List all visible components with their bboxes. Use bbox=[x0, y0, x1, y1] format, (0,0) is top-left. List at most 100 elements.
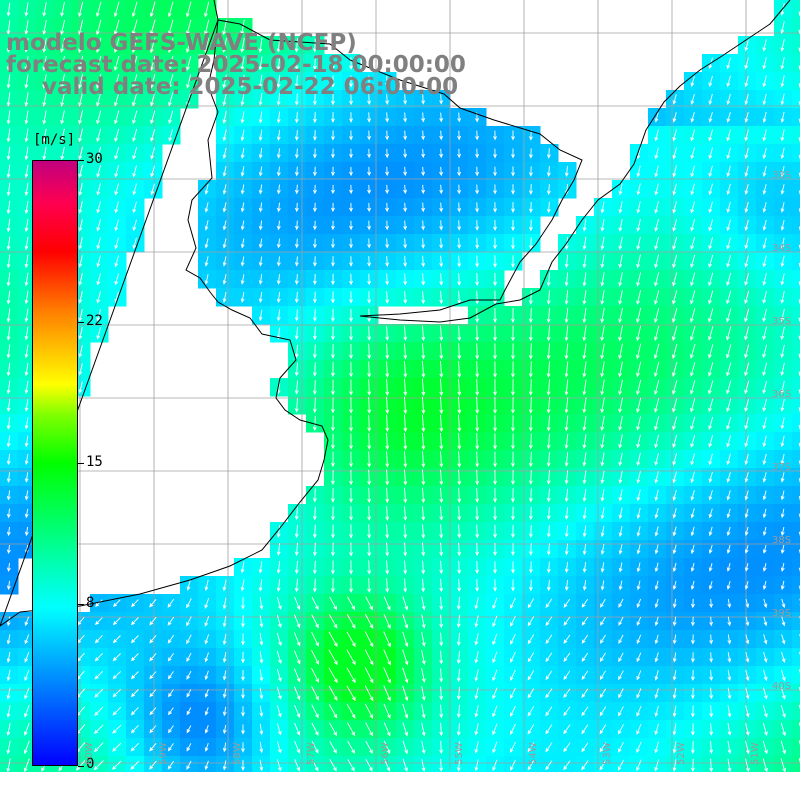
wind-arrow bbox=[6, 740, 11, 755]
wind-arrow bbox=[24, 56, 29, 71]
wind-arrow bbox=[780, 291, 785, 304]
wind-arrow bbox=[240, 147, 245, 160]
wind-arrow bbox=[564, 379, 569, 396]
wind-arrow bbox=[690, 453, 696, 466]
wind-arrow bbox=[42, 74, 47, 89]
wind-arrow bbox=[709, 598, 714, 609]
wind-arrow bbox=[222, 688, 227, 699]
wind-arrow bbox=[781, 598, 786, 609]
wind-arrow bbox=[564, 343, 569, 360]
wind-arrow bbox=[510, 325, 515, 342]
wind-arrow bbox=[511, 579, 515, 592]
colorbar-tick bbox=[78, 463, 84, 464]
wind-arrow bbox=[24, 110, 29, 125]
wind-arrow bbox=[618, 580, 623, 591]
wind-arrow bbox=[349, 166, 353, 177]
wind-arrow bbox=[546, 201, 551, 214]
wind-arrow bbox=[654, 165, 659, 178]
wind-arrow bbox=[546, 325, 551, 342]
wind-arrow bbox=[276, 238, 281, 249]
wind-arrow bbox=[403, 487, 408, 504]
wind-arrow bbox=[312, 397, 317, 414]
wind-arrow bbox=[6, 254, 11, 269]
wind-arrow bbox=[330, 309, 335, 322]
wind-arrow bbox=[726, 93, 731, 106]
wind-arrow bbox=[672, 147, 677, 160]
wind-arrow bbox=[618, 634, 624, 645]
wind-arrow bbox=[130, 653, 139, 662]
wind-arrow bbox=[582, 379, 587, 396]
wind-arrow bbox=[24, 399, 29, 412]
wind-arrow bbox=[745, 634, 750, 645]
wind-arrow bbox=[672, 687, 677, 700]
wind-arrow bbox=[582, 580, 587, 591]
wind-arrow bbox=[457, 578, 462, 593]
wind-arrow bbox=[690, 741, 695, 754]
wind-arrow bbox=[331, 202, 335, 213]
wind-arrow bbox=[421, 614, 426, 629]
wind-arrow bbox=[367, 148, 372, 159]
wind-arrow bbox=[600, 452, 605, 467]
wind-arrow bbox=[780, 508, 785, 519]
wind-arrow bbox=[636, 379, 642, 396]
wind-arrow bbox=[6, 56, 11, 71]
wind-arrow bbox=[599, 724, 607, 735]
wind-arrow bbox=[582, 507, 587, 520]
wind-arrow bbox=[654, 471, 659, 484]
wind-arrow bbox=[240, 579, 245, 592]
wind-arrow bbox=[311, 722, 319, 736]
wind-arrow bbox=[708, 362, 714, 377]
wind-arrow bbox=[744, 362, 750, 377]
wind-arrow bbox=[421, 361, 426, 378]
wind-arrow bbox=[349, 560, 354, 575]
wind-arrow bbox=[654, 272, 660, 287]
longitude-label: 57W bbox=[306, 742, 317, 765]
wind-arrow bbox=[6, 669, 11, 682]
wind-arrow bbox=[493, 255, 498, 268]
wind-arrow bbox=[132, 74, 138, 89]
wind-arrow bbox=[726, 416, 732, 430]
wind-arrow bbox=[617, 759, 624, 771]
wind-arrow bbox=[546, 470, 551, 485]
wind-arrow bbox=[475, 130, 480, 141]
wind-arrow bbox=[367, 451, 372, 468]
wind-arrow bbox=[510, 651, 516, 663]
wind-arrow bbox=[403, 378, 408, 397]
wind-arrow bbox=[421, 542, 426, 557]
wind-arrow bbox=[762, 255, 767, 268]
wind-arrow bbox=[346, 613, 356, 629]
wind-arrow bbox=[78, 237, 83, 250]
wind-arrow bbox=[439, 238, 444, 249]
wind-arrow bbox=[493, 524, 498, 539]
wind-arrow bbox=[510, 705, 516, 717]
wind-arrow bbox=[185, 1, 192, 18]
wind-arrow bbox=[222, 111, 227, 124]
wind-arrow bbox=[672, 434, 678, 449]
wind-arrow bbox=[457, 378, 462, 397]
wind-arrow bbox=[349, 578, 354, 593]
wind-arrow bbox=[762, 184, 767, 195]
wind-arrow bbox=[762, 111, 767, 124]
wind-arrow bbox=[493, 469, 498, 486]
wind-arrow bbox=[96, 146, 102, 160]
longitude-label: 52W bbox=[676, 742, 687, 765]
wind-arrow bbox=[312, 506, 317, 521]
wind-arrow bbox=[402, 704, 409, 719]
wind-cell bbox=[792, 486, 800, 505]
wind-arrow bbox=[349, 361, 354, 378]
wind-arrow bbox=[690, 471, 695, 484]
wind-arrow bbox=[312, 38, 317, 53]
wind-arrow bbox=[780, 111, 785, 124]
wind-arrow bbox=[95, 599, 103, 608]
wind-arrow bbox=[780, 399, 785, 412]
wind-arrow bbox=[330, 433, 335, 450]
wind-arrow bbox=[276, 184, 281, 195]
wind-arrow bbox=[421, 94, 426, 105]
wind-arrow bbox=[113, 55, 120, 71]
wind-arrow bbox=[654, 218, 659, 232]
wind-arrow bbox=[403, 130, 408, 141]
wind-arrow bbox=[744, 165, 749, 177]
wind-arrow bbox=[510, 451, 515, 468]
wind-arrow bbox=[762, 417, 767, 430]
wind-arrow bbox=[385, 469, 390, 486]
